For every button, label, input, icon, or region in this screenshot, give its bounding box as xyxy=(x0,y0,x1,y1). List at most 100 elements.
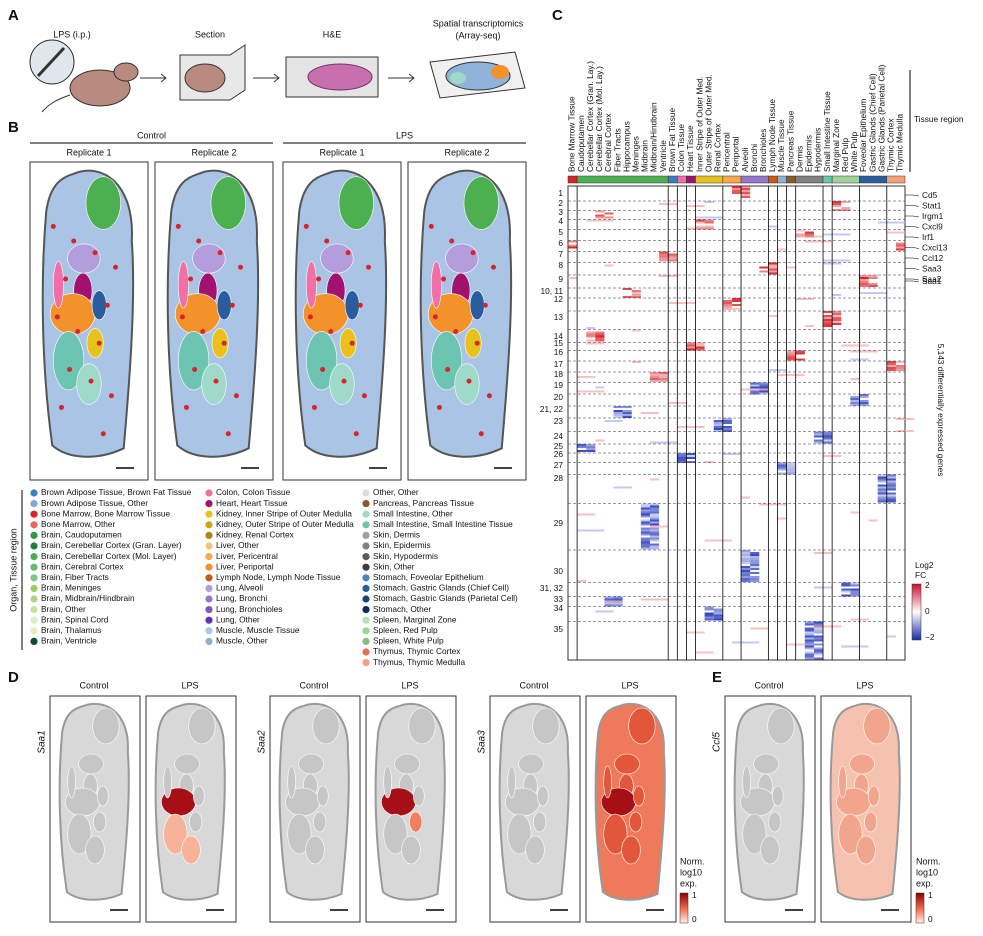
heat-cell xyxy=(813,651,824,654)
heat-cell xyxy=(841,209,851,211)
organ-region xyxy=(216,290,232,321)
region-label: Inner Stripe of Outer Med. xyxy=(694,76,704,172)
heat-cell xyxy=(613,486,632,489)
legend-label: Skin, Epidermis xyxy=(373,540,431,550)
heat-cell xyxy=(586,335,596,338)
gene-label: Irgm1 xyxy=(922,211,944,221)
heat-cell xyxy=(722,420,732,422)
organ-region xyxy=(628,707,656,745)
cluster-label: 8 xyxy=(558,260,563,270)
heat-cell xyxy=(823,233,851,236)
heat-cell xyxy=(886,496,896,499)
section-frame xyxy=(585,695,677,923)
legend-label: Stomach, Foveolar Epithelium xyxy=(373,572,484,582)
colorbar-title: Log2 xyxy=(915,560,934,570)
step-label: H&E xyxy=(323,29,342,39)
heat-cell xyxy=(659,259,669,262)
colorbar xyxy=(911,583,922,641)
organ-region xyxy=(306,331,338,391)
heat-cell xyxy=(649,519,660,522)
heat-cell xyxy=(795,350,805,353)
cluster-label: 29 xyxy=(554,518,564,528)
heat-cell xyxy=(686,342,696,345)
region-colorbar xyxy=(677,175,687,184)
heat-cell xyxy=(640,523,650,526)
tissue-section xyxy=(829,702,901,911)
heat-cell xyxy=(877,484,887,487)
heat-cell xyxy=(813,439,824,442)
heat-cell xyxy=(595,216,605,219)
heat-cell xyxy=(640,519,650,522)
heat-cell xyxy=(768,264,778,267)
heat-cell xyxy=(750,580,760,582)
heat-cell xyxy=(704,221,714,224)
heat-cell xyxy=(877,476,887,479)
heat-cell xyxy=(604,600,623,603)
heat-cell xyxy=(631,361,641,363)
marrow-spot xyxy=(311,404,317,410)
heat-cell xyxy=(850,404,860,406)
legend-label: Brain, Spinal Cord xyxy=(41,614,109,624)
heat-cell xyxy=(832,323,842,325)
heat-cell xyxy=(649,535,660,538)
heat-cell xyxy=(577,446,587,448)
gene-label: Cxcl13 xyxy=(922,243,948,253)
condition-title: Control xyxy=(79,680,108,690)
heat-cell xyxy=(586,450,596,452)
heat-cell xyxy=(640,543,650,546)
heat-cell xyxy=(586,339,596,342)
gene-leader xyxy=(905,215,920,218)
heat-cell xyxy=(832,321,842,323)
heat-cell xyxy=(841,594,851,597)
heat-cell xyxy=(568,244,578,247)
organ-region xyxy=(760,835,780,865)
heat-cell xyxy=(877,488,887,491)
heat-cell xyxy=(640,521,650,524)
cluster-label: 12 xyxy=(554,294,564,304)
heat-cell xyxy=(859,285,869,287)
tissue-section xyxy=(154,702,226,911)
gene-label: Saa3 xyxy=(477,730,488,754)
heat-cell xyxy=(713,430,723,432)
legend-swatch xyxy=(362,510,370,518)
heat-cell xyxy=(777,468,787,471)
heat-cell xyxy=(659,372,669,374)
tissue-section xyxy=(733,702,805,911)
heat-cell xyxy=(649,509,660,512)
heat-cell xyxy=(577,513,596,516)
cluster-label: 23 xyxy=(554,416,564,426)
heat-cell xyxy=(659,253,669,256)
region-colorbar xyxy=(859,175,888,184)
heat-cell xyxy=(686,455,696,457)
heat-cell xyxy=(823,323,833,325)
heat-cell xyxy=(713,612,723,615)
heat-cell xyxy=(841,207,851,209)
heat-cell xyxy=(695,346,705,349)
cluster-label: 2 xyxy=(558,198,563,208)
cluster-label: 7 xyxy=(558,249,563,259)
marrow-spot xyxy=(445,366,451,372)
marrow-spot xyxy=(486,393,492,399)
heat-cell xyxy=(731,190,742,192)
legend-label: Kidney, Renal Cortex xyxy=(216,530,295,540)
heat-cell xyxy=(832,315,842,317)
heat-cell xyxy=(741,550,751,552)
heat-cell xyxy=(631,292,641,294)
cluster-label: 33 xyxy=(554,594,564,604)
legend-swatch xyxy=(205,510,213,518)
heat-cell xyxy=(640,527,650,530)
heat-cell xyxy=(786,356,796,359)
heat-cell xyxy=(877,478,887,481)
organ-region xyxy=(537,785,549,807)
heat-cell xyxy=(577,450,587,452)
section-frame xyxy=(145,695,237,923)
heat-cell xyxy=(886,369,896,371)
organ-region xyxy=(413,785,425,807)
legend-swatch xyxy=(30,553,38,561)
heat-cell xyxy=(677,459,687,461)
section-frame xyxy=(365,695,457,923)
heat-cell xyxy=(886,482,896,485)
organ-region xyxy=(742,813,767,855)
heat-cell xyxy=(759,392,769,395)
heat-cell xyxy=(713,618,723,621)
